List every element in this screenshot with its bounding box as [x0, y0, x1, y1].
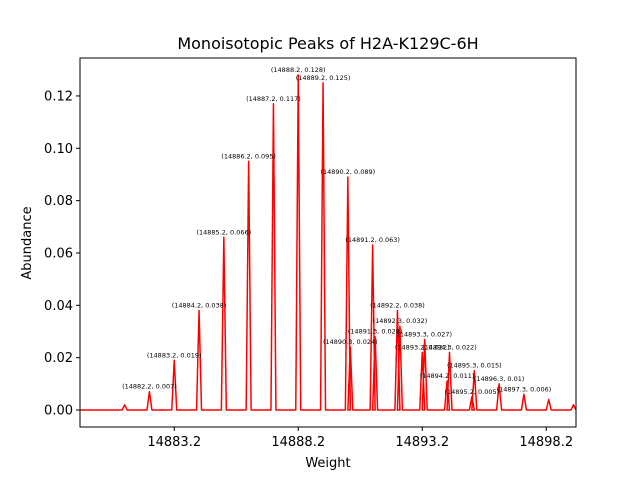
peak-label: (14895.3, 0.015)	[447, 362, 502, 370]
peak-label: (14882.2, 0.007)	[122, 383, 177, 391]
x-tick-label: 14893.2	[395, 435, 449, 450]
peak-label: (14885.2, 0.066)	[196, 228, 251, 236]
peak-label: (14893.2, 0.022)	[395, 343, 450, 351]
axes-frame	[79, 57, 577, 428]
x-axis: 14883.2 14888.2 14893.2 14898.2	[147, 427, 573, 450]
x-tick-label: 14888.2	[271, 435, 325, 450]
chart-title: Monoisotopic Peaks of H2A-K129C-6H	[177, 34, 478, 53]
peak-label: (14897.3, 0.006)	[497, 385, 552, 393]
peak-label: (14895.2, 0.005)	[444, 388, 499, 396]
y-axis: 0.00 0.02 0.04 0.06 0.08 0.10 0.12	[44, 89, 80, 418]
plot-area: (14882.2, 0.007) (14883.2, 0.019) (14884.2…	[80, 66, 576, 411]
peak-label: (14894.2, 0.011)	[420, 372, 475, 380]
peak-label: (14890.3, 0.024)	[323, 338, 378, 346]
y-tick-label: 0.02	[44, 351, 73, 366]
y-tick-label: 0.06	[44, 246, 73, 261]
peak-label: (14888.2, 0.128)	[271, 66, 326, 74]
x-tick-label: 14883.2	[147, 435, 201, 450]
peak-label: (14887.2, 0.117)	[246, 95, 301, 103]
x-tick-label: 14898.2	[519, 435, 573, 450]
peak-label: (14892.2, 0.038)	[370, 302, 425, 310]
peak-label: (14893.3, 0.027)	[397, 330, 452, 338]
y-axis-label: Abundance	[20, 206, 35, 279]
peak-label: (14896.3, 0.01)	[474, 375, 525, 383]
peak-label: (14883.2, 0.019)	[147, 351, 202, 359]
peak-label: (14891.3, 0.028)	[348, 328, 403, 336]
y-tick-label: 0.04	[44, 299, 73, 314]
peak-label: (14894.3, 0.022)	[422, 343, 477, 351]
peak-label: (14891.2, 0.063)	[345, 236, 400, 244]
y-tick-label: 0.12	[44, 89, 73, 104]
peak-label: (14889.2, 0.125)	[296, 74, 351, 82]
y-tick-label: 0.00	[44, 403, 73, 418]
y-tick-label: 0.10	[44, 142, 73, 157]
peak-label: (14892.3, 0.032)	[373, 317, 428, 325]
peak-label: (14890.2, 0.089)	[320, 168, 375, 176]
y-tick-label: 0.08	[44, 194, 73, 209]
peak-label: (14884.2, 0.038)	[172, 302, 227, 310]
spectrum-line-0	[80, 74, 576, 411]
x-axis-label: Weight	[305, 456, 350, 471]
peak-label: (14886.2, 0.095)	[221, 152, 276, 160]
